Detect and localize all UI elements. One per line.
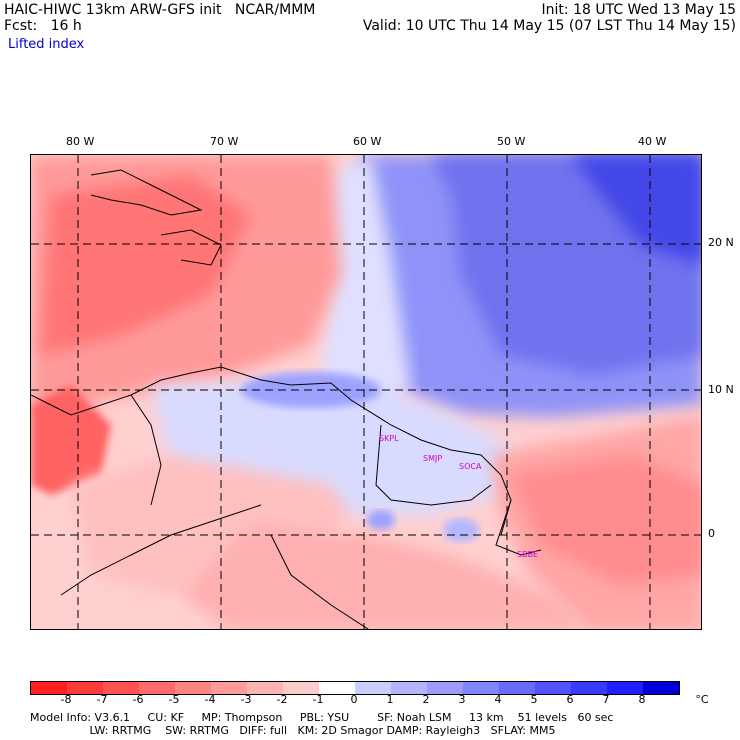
legend-tick-label: 2 [422, 693, 430, 706]
color-legend [30, 681, 680, 695]
legend-tick-label: 4 [494, 693, 502, 706]
legend-color-cell [175, 682, 211, 694]
header-left: HAIC-HIWC 13km ARW-GFS init NCAR/MMM Fcs… [4, 2, 315, 34]
legend-tick-label: -2 [276, 693, 288, 706]
legend-tick-label: 8 [638, 693, 646, 706]
legend-tick-label: -5 [168, 693, 180, 706]
header-right: Init: 18 UTC Wed 13 May 15 Valid: 10 UTC… [363, 2, 736, 34]
legend-color-cell [247, 682, 283, 694]
legend-tick-label: 1 [386, 693, 394, 706]
legend-tick-label: -8 [60, 693, 72, 706]
legend-color-cell [535, 682, 571, 694]
legend-color-cell [643, 682, 679, 694]
legend-color-cell [283, 682, 319, 694]
lon-label-70w: 70 W [210, 135, 239, 148]
legend-color-cell [31, 682, 67, 694]
station-soca: SOCA [459, 462, 482, 471]
legend-tick-label: 0 [350, 693, 358, 706]
lon-label-40w: 40 W [638, 135, 667, 148]
lat-label-10n: 10 N [708, 383, 734, 396]
legend-color-cell [103, 682, 139, 694]
legend-color-cell [139, 682, 175, 694]
lon-label-80w: 80 W [66, 135, 95, 148]
legend-color-cell [391, 682, 427, 694]
legend-color-cell [463, 682, 499, 694]
legend-tick-label: -3 [240, 693, 252, 706]
legend-tick-label: -6 [132, 693, 144, 706]
model-info-line1: Model Info: V3.6.1 CU: KF MP: Thompson P… [30, 711, 614, 724]
lat-label-0: 0 [708, 527, 715, 540]
lon-label-50w: 50 W [497, 135, 526, 148]
legend-color-cell [211, 682, 247, 694]
init-time: Init: 18 UTC Wed 13 May 15 [541, 2, 736, 18]
legend-color-cell [427, 682, 463, 694]
legend-tick-label: -4 [204, 693, 216, 706]
model-title: HAIC-HIWC 13km ARW-GFS init NCAR/MMM [4, 2, 316, 18]
forecast-hour: Fcst: 16 h [4, 18, 82, 34]
map-field: SKPL SMJP SOCA SBBE [31, 155, 701, 629]
legend-color-cell [499, 682, 535, 694]
legend-color-cell [607, 682, 643, 694]
legend-tick-label: 5 [530, 693, 538, 706]
station-smjp: SMJP [423, 454, 442, 463]
lifted-index-map: SKPL SMJP SOCA SBBE [30, 154, 702, 630]
legend-tick-label: -7 [96, 693, 108, 706]
legend-color-cell [67, 682, 103, 694]
legend-color-cell [355, 682, 391, 694]
station-skpl: SKPL [379, 434, 399, 443]
lat-label-20n: 20 N [708, 236, 734, 249]
legend-tick-label: -1 [312, 693, 324, 706]
legend-color-cell [571, 682, 607, 694]
variable-label: Lifted index [8, 37, 85, 52]
lon-label-60w: 60 W [353, 135, 382, 148]
model-info-line2: LW: RRTMG SW: RRTMG DIFF: full KM: 2D Sm… [30, 724, 556, 737]
legend-tick-label: 3 [458, 693, 466, 706]
legend-tick-label: 7 [602, 693, 610, 706]
station-sbbe: SBBE [517, 550, 538, 559]
valid-time: Valid: 10 UTC Thu 14 May 15 (07 LST Thu … [362, 18, 736, 34]
legend-color-cell [319, 682, 355, 694]
legend-tick-label: 6 [566, 693, 574, 706]
legend-unit: °C [695, 693, 709, 706]
